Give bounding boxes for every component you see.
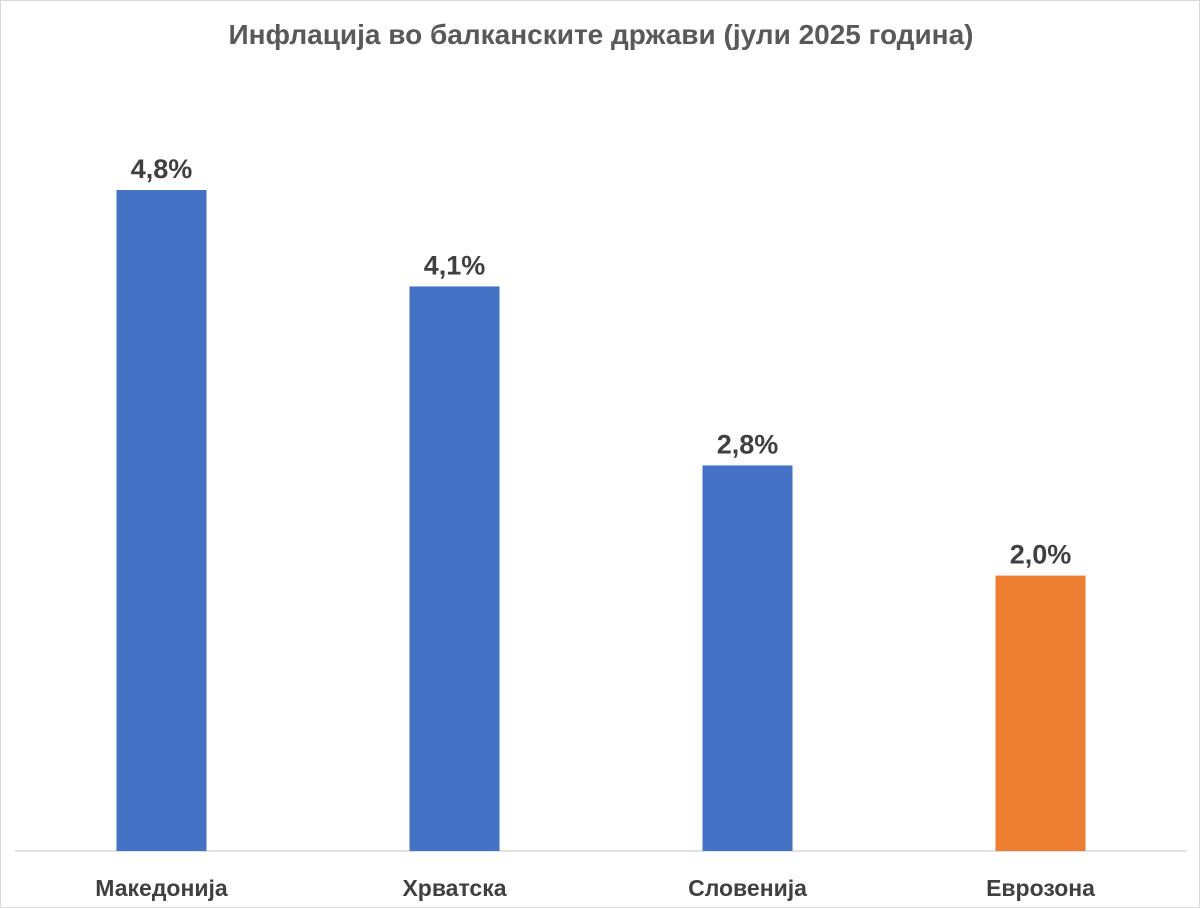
bar-3 xyxy=(702,465,793,851)
data-label-1: 4,8% xyxy=(131,154,193,184)
data-label-4: 2,0% xyxy=(1010,540,1072,570)
category-label-2: Хрватска xyxy=(402,875,506,901)
chart-title: Инфлација во балканските држави (јули 20… xyxy=(228,19,974,50)
bar-2 xyxy=(409,286,500,851)
category-label-4: Еврозона xyxy=(986,875,1095,901)
category-labels-group: Македонија Хрватска Словенија Еврозона xyxy=(95,875,1095,901)
data-label-3: 2,8% xyxy=(717,429,779,459)
bars-group xyxy=(116,190,1086,852)
category-label-3: Словенија xyxy=(688,875,807,901)
category-label-1: Македонија xyxy=(95,875,228,901)
bar-4 xyxy=(995,575,1086,851)
data-label-2: 4,1% xyxy=(424,250,486,280)
bar-1 xyxy=(116,190,207,852)
data-labels-group: 4,8% 4,1% 2,8% 2,0% xyxy=(131,154,1072,570)
